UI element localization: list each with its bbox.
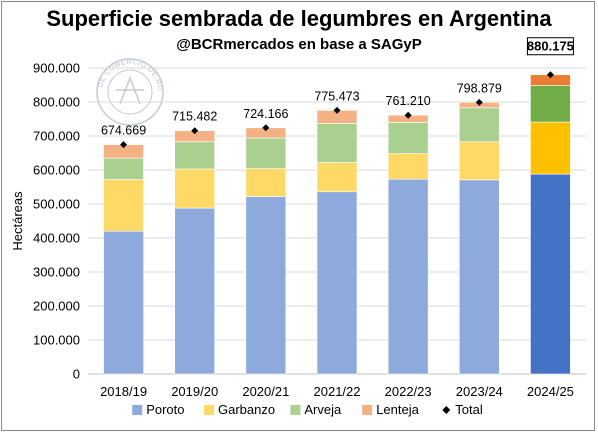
total-data-label: 715.482: [172, 110, 217, 124]
bar-segment-poroto: [174, 207, 216, 375]
watermark-text: BOLSA DE COMERCIO DE ROSARIO: [0, 0, 163, 92]
y-tick-label: 400.000: [33, 231, 80, 246]
bar-segment-poroto: [316, 191, 358, 375]
x-axis-ticks: 2018/19 2019/20 2020/21 2021/22 2022/23 2023/…: [100, 384, 574, 399]
bar-segment-garbanzo: [458, 141, 500, 181]
legend-label-total: Total: [455, 402, 483, 417]
bar-segment-poroto: [530, 173, 571, 375]
bar-segment-arveja: [103, 157, 144, 180]
bar-segment-arveja: [530, 85, 571, 123]
watermark-text-path: BOLSA DE COMERCIO DE ROSARIO: [0, 0, 163, 92]
legend-swatch-garbanzo: [204, 405, 214, 415]
x-tick-label: 2021/22: [314, 384, 361, 399]
legend-swatch-poroto: [132, 405, 143, 415]
y-tick-label: 600.000: [33, 163, 80, 178]
bar-segment-poroto: [245, 196, 287, 375]
total-data-label: 798.879: [457, 81, 502, 95]
bar-segment-garbanzo: [387, 153, 429, 180]
y-axis-label: Hectáreas: [10, 191, 25, 251]
bar-segment-poroto: [458, 179, 500, 375]
legend-swatch-lenteja: [362, 405, 373, 415]
chart-subtitle: @BCRmercados en base a SAGyP: [176, 36, 422, 53]
total-marker: [333, 106, 341, 114]
y-tick-label: 0: [73, 367, 80, 382]
bar-segment-arveja: [316, 123, 358, 163]
chart-title: Superficie sembrada de legumbres en Arge…: [46, 6, 552, 31]
y-tick-label: 100.000: [33, 333, 80, 348]
y-axis-ticks: 0 100.000 200.000 300.000 400.000 500.000 600.…: [33, 61, 80, 382]
x-tick-label: 2022/23: [385, 384, 432, 399]
x-tick-label: 2023/24: [456, 384, 503, 399]
bar-segment-garbanzo: [245, 168, 287, 197]
bars: 674.669 715.482 724.166 775.473 761.210 798.8…: [101, 37, 574, 375]
legend-label-lenteja: Lenteja: [376, 402, 419, 417]
legend-marker-total: [442, 406, 451, 414]
watermark-emblem: [116, 75, 144, 105]
bar-segment-arveja: [458, 107, 500, 143]
bar-segment-garbanzo: [530, 121, 571, 175]
total-label-box: [526, 37, 574, 56]
legend-label-garbanzo: Garbanzo: [218, 402, 275, 417]
legend-label-poroto: Poroto: [146, 402, 184, 417]
legend: Poroto Garbanzo Arveja Lenteja Total: [132, 402, 483, 417]
total-data-label: 674.669: [101, 124, 146, 138]
total-marker: [404, 111, 412, 119]
x-tick-label: 2024/25: [527, 384, 574, 399]
x-tick-label: 2020/21: [242, 384, 289, 399]
total-data-label: 724.166: [243, 107, 288, 121]
total-marker: [546, 71, 554, 79]
y-tick-label: 300.000: [33, 265, 80, 280]
bar-segment-garbanzo: [316, 162, 358, 193]
bar-segment-poroto: [103, 230, 144, 375]
bar-segment-arveja: [387, 122, 429, 154]
total-marker: [191, 127, 199, 135]
y-tick-label: 500.000: [33, 197, 80, 212]
total-data-label: 880.175: [527, 39, 574, 54]
x-tick-label: 2019/20: [171, 384, 218, 399]
bar-segment-garbanzo: [174, 168, 216, 209]
watermark-inner-ring: [107, 69, 153, 115]
y-tick-label: 800.000: [33, 95, 80, 110]
x-tick-label: 2018/19: [100, 384, 147, 399]
legend-swatch-arveja: [290, 405, 301, 415]
y-tick-label: 700.000: [33, 129, 80, 144]
bar-segment-garbanzo: [103, 179, 144, 232]
total-marker: [475, 98, 483, 106]
bar-segment-arveja: [245, 137, 287, 169]
watermark-outer-ring: [96, 58, 164, 126]
bcr-watermark-logo: BOLSA DE COMERCIO DE ROSARIO: [0, 0, 164, 126]
total-marker: [262, 124, 270, 132]
y-tick-label: 200.000: [33, 299, 80, 314]
bar-segment-arveja: [174, 141, 216, 170]
total-data-label: 761.210: [386, 94, 431, 108]
y-tick-label: 900.000: [33, 61, 80, 76]
bar-segment-poroto: [387, 178, 429, 375]
legend-label-arveja: Arveja: [304, 402, 342, 417]
total-marker: [120, 141, 128, 149]
total-data-label: 775.473: [314, 89, 359, 103]
